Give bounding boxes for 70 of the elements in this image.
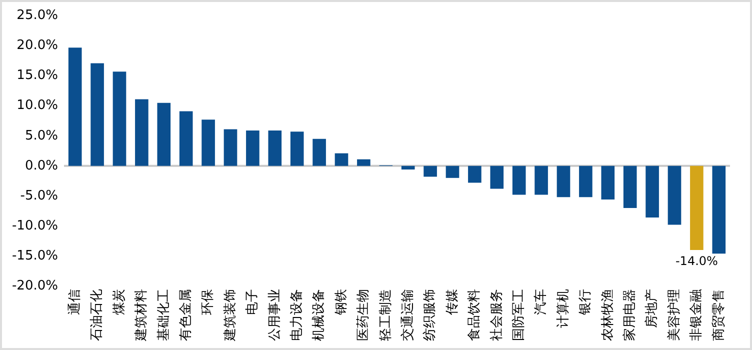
y-tick-label: 5.0%	[24, 128, 58, 144]
bar	[401, 166, 415, 170]
bar	[490, 166, 504, 189]
x-tick-label: 传媒	[444, 289, 460, 315]
bar	[668, 166, 682, 225]
bar	[512, 166, 526, 195]
bar	[690, 166, 704, 250]
x-tick-label: 公用事业	[267, 289, 282, 341]
x-tick-label: 汽车	[534, 289, 549, 315]
bar	[157, 102, 171, 166]
bar	[601, 166, 615, 200]
x-tick-label: 通信	[67, 289, 82, 315]
bar	[68, 48, 82, 166]
x-tick-label: 家用电器	[621, 289, 638, 341]
x-tick-label: 农林牧渔	[600, 289, 616, 341]
x-tick-label: 房地产	[644, 289, 660, 328]
data-label: -14.0%	[675, 254, 718, 268]
bar	[646, 166, 659, 218]
x-tick-label: 钢铁	[334, 289, 349, 316]
x-tick-label: 银行	[578, 289, 594, 316]
bar	[135, 99, 148, 166]
y-tick-label: 20.0%	[16, 38, 58, 54]
bar	[224, 129, 238, 166]
x-tick-label: 环保	[200, 289, 216, 315]
y-tick-label: 10.0%	[16, 98, 58, 114]
x-tick-label: 美容护理	[666, 289, 682, 341]
x-tick-label: 电子	[245, 289, 260, 315]
bar	[623, 166, 637, 208]
x-tick-label: 轻工制造	[378, 289, 394, 341]
y-tick-label: 15.0%	[16, 68, 58, 84]
x-tick-label: 商贸零售	[711, 289, 726, 341]
bar	[202, 120, 215, 166]
bar	[712, 166, 726, 254]
y-tick-label: -10.0%	[12, 218, 58, 234]
x-tick-label: 计算机	[556, 289, 571, 328]
x-tick-label: 交通运输	[399, 289, 416, 341]
bar	[290, 132, 304, 166]
x-tick-label: 社会服务	[489, 289, 504, 341]
y-tick-label: -20.0%	[12, 278, 58, 294]
x-tick-label: 煤炭	[112, 289, 127, 315]
x-tick-label: 纺织服饰	[422, 289, 438, 341]
y-tick-label: 0.0%	[24, 158, 58, 174]
bar	[468, 166, 482, 183]
y-tick-label: -15.0%	[12, 248, 58, 264]
bar	[534, 166, 548, 195]
bar	[90, 63, 104, 166]
x-tick-label: 建筑装饰	[222, 289, 238, 342]
x-tick-label: 石油石化	[90, 289, 105, 341]
bar	[556, 166, 570, 198]
bar	[246, 130, 260, 166]
x-tick-label: 电力设备	[289, 289, 304, 341]
bar	[112, 72, 126, 166]
bar	[312, 138, 326, 166]
bar	[446, 166, 460, 178]
x-tick-label: 国防军工	[511, 289, 526, 341]
x-tick-label: 非银金融	[689, 289, 704, 341]
bar	[424, 166, 437, 177]
x-tick-label: 基础化工	[156, 289, 172, 341]
bar	[357, 159, 370, 166]
x-tick-label: 食品饮料	[467, 289, 482, 341]
x-tick-label: 建筑材料	[134, 289, 150, 342]
y-tick-label: 25.0%	[16, 8, 58, 24]
x-tick-label: 有色金属	[178, 289, 194, 341]
bar	[334, 153, 348, 166]
x-tick-label: 医药生物	[356, 289, 372, 341]
bar	[179, 111, 193, 166]
y-tick-label: -5.0%	[20, 188, 58, 204]
bar	[268, 130, 282, 166]
bar	[579, 166, 592, 198]
x-tick-label: 机械设备	[312, 289, 327, 341]
